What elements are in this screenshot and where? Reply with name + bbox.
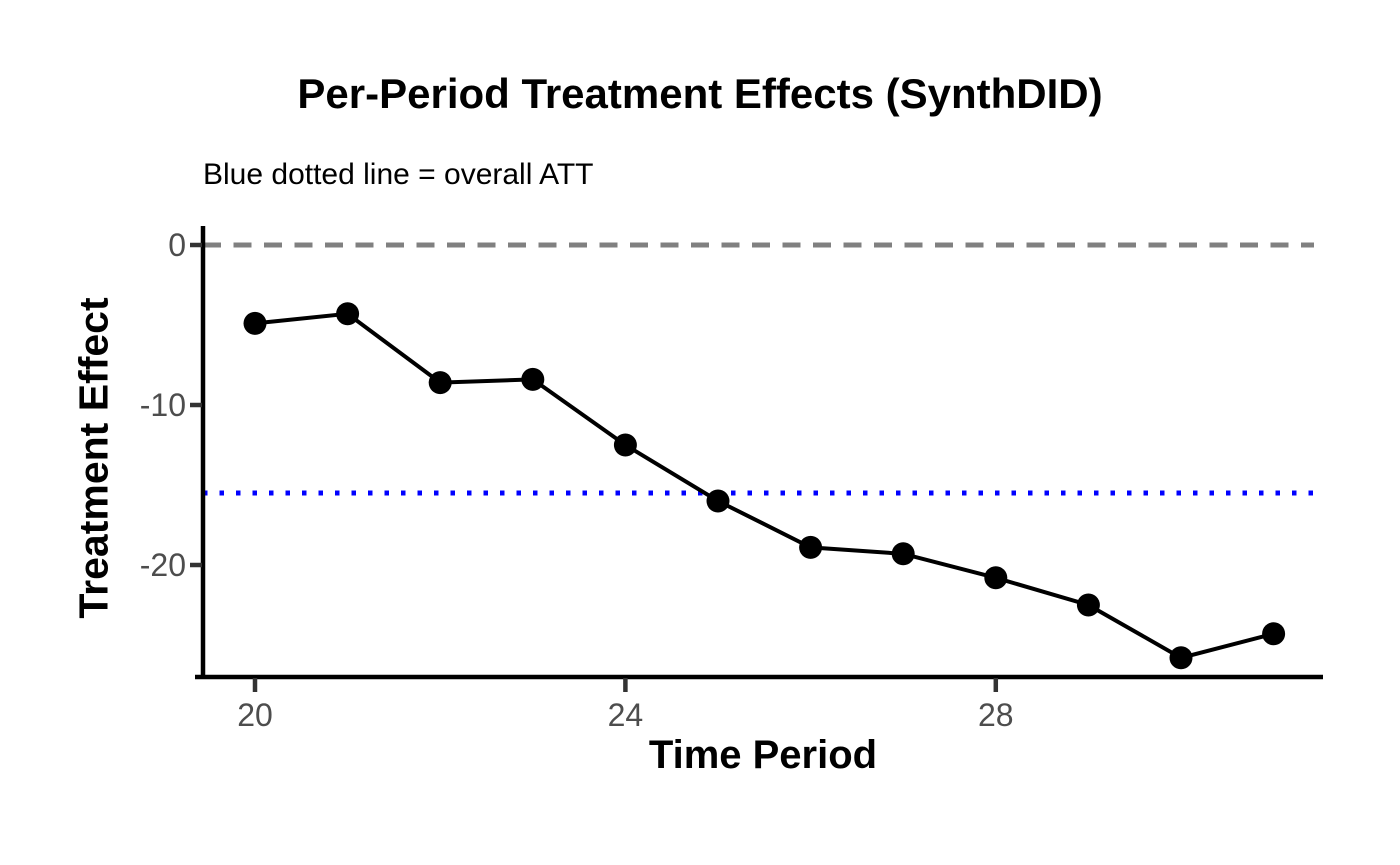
- y-tick-label--10: -10: [140, 387, 186, 423]
- treatment-effect-line: [254, 311, 1275, 660]
- y-tick-label-0: 0: [168, 227, 186, 263]
- data-point-23: [521, 367, 545, 391]
- data-point-25: [706, 489, 730, 513]
- data-point-20: [243, 311, 267, 335]
- data-point-26: [799, 535, 823, 559]
- x-tick-label-24: 24: [608, 697, 644, 733]
- y-tick-label--20: -20: [140, 547, 186, 583]
- data-point-30: [1169, 646, 1193, 670]
- x-axis-title: Time Period: [648, 733, 878, 777]
- data-point-21: [336, 302, 360, 326]
- chart-subtitle: Blue dotted line = overall ATT: [203, 158, 594, 191]
- data-point-22: [428, 371, 452, 395]
- x-tick-label-20: 20: [237, 697, 273, 733]
- data-point-24: [613, 433, 637, 457]
- data-point-27: [891, 542, 915, 566]
- data-point-31: [1262, 622, 1286, 646]
- y-axis-title: Treatment Effect: [70, 297, 117, 619]
- data-point-29: [1076, 593, 1100, 617]
- x-tick-label-28: 28: [978, 697, 1014, 733]
- data-point-28: [984, 566, 1008, 590]
- chart-title: Per-Period Treatment Effects (SynthDID): [297, 70, 1103, 117]
